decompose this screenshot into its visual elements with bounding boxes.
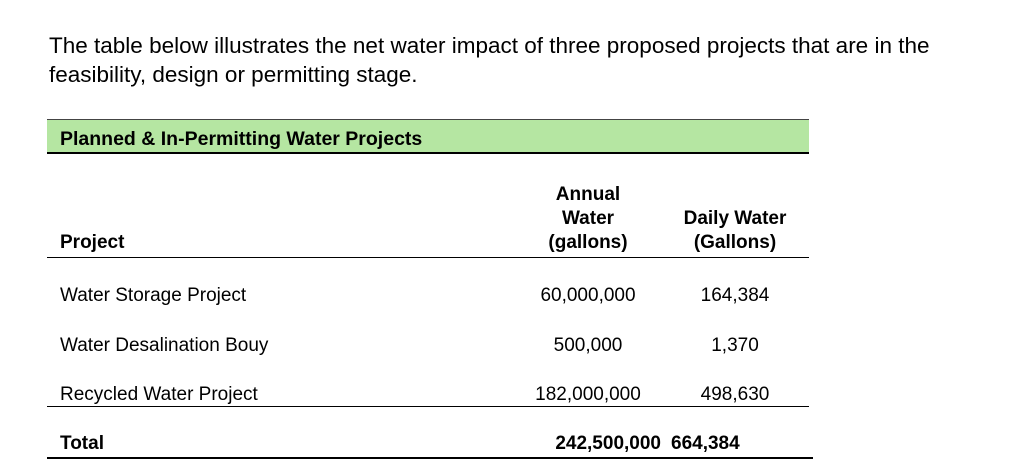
total-daily-cell: 664,384 [671, 433, 740, 454]
total-divider [47, 406, 809, 407]
column-header-daily-line2: (Gallons) [693, 232, 777, 253]
table-row: Water Desalination Bouy 500,000 1,370 [47, 334, 809, 358]
total-row: Total 242,500,000 664,384 [47, 432, 809, 456]
column-header-annual-line1: Annual [555, 184, 621, 205]
column-header-annual-line3: (gallons) [548, 232, 628, 253]
project-name-cell: Recycled Water Project [60, 384, 258, 405]
table-row: Water Storage Project 60,000,000 164,384 [47, 284, 809, 308]
table-header: Project Annual Water (gallons) Daily Wat… [47, 154, 809, 258]
column-header-daily-water: Daily Water (Gallons) [661, 207, 809, 255]
column-header-annual-water: Annual Water (gallons) [515, 183, 661, 255]
table-bottom-rule [47, 457, 813, 459]
table-title: Planned & In-Permitting Water Projects [60, 128, 423, 150]
annual-water-cell: 500,000 [553, 335, 623, 356]
daily-water-cell: 164,384 [700, 285, 770, 306]
project-name-cell: Water Desalination Bouy [60, 335, 269, 356]
intro-paragraph: The table below illustrates the net wate… [49, 33, 930, 87]
daily-water-cell: 498,630 [700, 384, 770, 405]
total-annual-value: 242,500,000 [555, 433, 661, 454]
annual-water-cell: 182,000,000 [535, 384, 641, 405]
annual-water-cell: 60,000,000 [540, 285, 636, 306]
total-label: Total [60, 433, 104, 454]
project-name-cell: Water Storage Project [60, 285, 247, 306]
table-title-bar: Planned & In-Permitting Water Projects [47, 119, 809, 154]
column-header-daily-line1: Daily Water [683, 208, 787, 229]
daily-water-cell: 1,370 [711, 335, 759, 356]
column-header-project: Project [60, 232, 125, 253]
column-header-annual-line2: Water [561, 208, 615, 229]
table-row: Recycled Water Project 182,000,000 498,6… [47, 383, 809, 407]
